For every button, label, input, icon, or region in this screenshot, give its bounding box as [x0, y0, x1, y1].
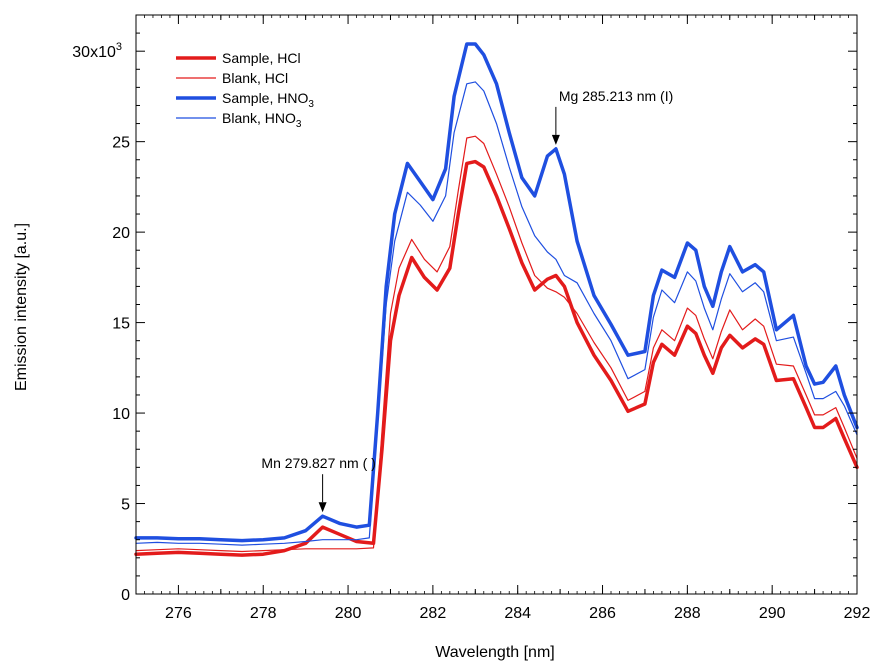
x-tick-label: 276 — [165, 605, 192, 622]
x-axis-title: Wavelength [nm] — [435, 644, 554, 661]
legend-label: Sample, HCl — [222, 50, 301, 66]
annotation-label: Mn 279.827 nm ( ) — [261, 455, 375, 471]
annotation-label: Mg 285.213 nm (I) — [559, 88, 673, 104]
legend-subscript: 3 — [308, 99, 314, 110]
x-tick-label: 284 — [504, 605, 531, 622]
y-tick-label: 15 — [112, 316, 130, 333]
series-line-1 — [135, 135, 858, 553]
annotation-arrowhead — [551, 134, 560, 145]
series-layer — [134, 42, 859, 557]
y-axis-title: Emission intensity [a.u.] — [13, 223, 30, 391]
legend-subscript: 3 — [296, 119, 302, 130]
x-tick-label: 280 — [335, 605, 362, 622]
y-tick-label: 10 — [112, 406, 130, 423]
x-tick-label: 286 — [589, 605, 616, 622]
legend-label: Blank, HCl — [222, 70, 288, 86]
tick-layer: 276 278 280 282 284 286 288 290 292 0 5 10 15 20 25 30x… — [72, 14, 871, 622]
legend-label: Blank, HNO3 — [222, 110, 302, 130]
series-line-3 — [135, 81, 858, 546]
x-tick-label: 278 — [250, 605, 277, 622]
x-tick-label: 282 — [420, 605, 447, 622]
legend-label: Sample, HNO3 — [222, 90, 314, 110]
series-line-2 — [134, 42, 859, 543]
y-tick-label: 25 — [112, 135, 130, 152]
x-tick-label: 290 — [759, 605, 786, 622]
y-exponent: 3 — [116, 41, 122, 53]
y-tick-label: 30x103 — [72, 41, 122, 61]
annotation-arrowhead — [318, 502, 327, 513]
x-tick-label: 288 — [674, 605, 701, 622]
x-tick-label: 292 — [844, 605, 871, 622]
y-tick-label: 0 — [121, 587, 130, 604]
series-line-0 — [134, 159, 859, 557]
y-tick-label: 5 — [121, 497, 130, 514]
y-tick-label: 20 — [112, 225, 130, 242]
annotation-layer: Mn 279.827 nm ( ) Mg 285.213 nm (I) — [261, 88, 673, 513]
legend: Sample, HCl Blank, HCl Sample, HNO3Blank, … — [176, 50, 314, 130]
